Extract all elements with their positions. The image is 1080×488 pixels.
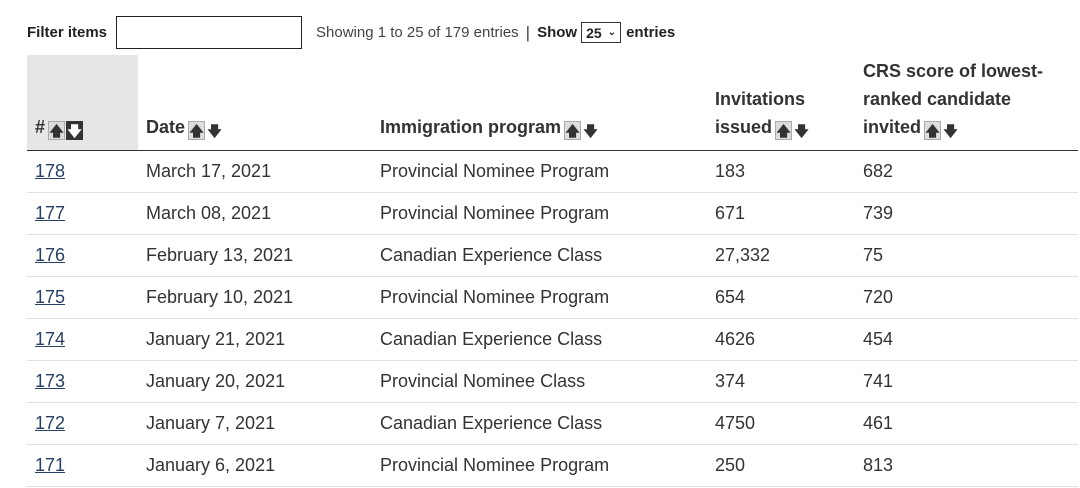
cell-number: 171 xyxy=(27,444,138,487)
sort-control[interactable]: 🡅 🡇 xyxy=(564,121,600,140)
cell-invitations: 374 xyxy=(707,360,855,403)
arrow-up-icon[interactable]: 🡅 xyxy=(924,121,942,140)
table-row: 172 January 7, 2021 Canadian Experience … xyxy=(27,402,1078,445)
cell-crs: 682 xyxy=(855,150,1078,193)
arrow-up-icon[interactable]: 🡅 xyxy=(188,121,206,140)
column-header-number[interactable]: # 🡅 🡇 xyxy=(27,55,138,151)
cell-program: Canadian Experience Class xyxy=(372,402,707,445)
round-link[interactable]: 172 xyxy=(35,412,66,433)
table-row: 175 February 10, 2021 Provincial Nominee… xyxy=(27,276,1078,319)
round-link[interactable]: 175 xyxy=(35,286,66,307)
cell-number: 173 xyxy=(27,360,138,403)
cell-date: January 7, 2021 xyxy=(138,402,372,445)
entries-label: entries xyxy=(626,24,676,41)
cell-date: January 20, 2021 xyxy=(138,360,372,403)
table-row: 171 January 6, 2021 Provincial Nominee P… xyxy=(27,444,1078,487)
cell-number: 174 xyxy=(27,318,138,361)
cell-program: Canadian Experience Class xyxy=(372,234,707,277)
filter-label: Filter items xyxy=(27,24,108,41)
column-header-label: CRS score of lowest- xyxy=(863,60,1044,81)
cell-number: 172 xyxy=(27,402,138,445)
cell-crs: 75 xyxy=(855,234,1078,277)
show-label: Show xyxy=(537,24,578,41)
page-size-select[interactable]: 25 ⌄ xyxy=(581,22,622,43)
cell-program: Provincial Nominee Program xyxy=(372,150,707,193)
arrow-down-icon[interactable]: 🡇 xyxy=(206,121,224,140)
round-link[interactable]: 173 xyxy=(35,370,66,391)
cell-invitations: 250 xyxy=(707,444,855,487)
table-row: 177 March 08, 2021 Provincial Nominee Pr… xyxy=(27,192,1078,235)
round-link[interactable]: 176 xyxy=(35,244,66,265)
cell-number: 175 xyxy=(27,276,138,319)
cell-crs: 720 xyxy=(855,276,1078,319)
chevron-down-icon: ⌄ xyxy=(607,27,617,38)
round-link[interactable]: 177 xyxy=(35,202,66,223)
cell-program: Provincial Nominee Program xyxy=(372,192,707,235)
cell-crs: 454 xyxy=(855,318,1078,361)
table-row: 176 February 13, 2021 Canadian Experienc… xyxy=(27,234,1078,277)
sort-control[interactable]: 🡅 🡇 xyxy=(924,121,960,140)
arrow-up-icon[interactable]: 🡅 xyxy=(775,121,793,140)
column-header-label: Date xyxy=(146,116,186,137)
column-header-date[interactable]: Date 🡅 🡇 xyxy=(138,55,372,151)
arrow-down-icon[interactable]: 🡇 xyxy=(942,121,960,140)
arrow-down-icon[interactable]: 🡇 xyxy=(582,121,600,140)
cell-date: February 10, 2021 xyxy=(138,276,372,319)
cell-program: Provincial Nominee Class xyxy=(372,360,707,403)
table-controls: Filter items Showing 1 to 25 of 179 entr… xyxy=(27,14,675,51)
page-size-value: 25 xyxy=(586,24,602,41)
arrow-down-icon[interactable]: 🡇 xyxy=(793,121,811,140)
column-header-label: invited xyxy=(863,116,922,137)
cell-crs: 741 xyxy=(855,360,1078,403)
filter-input[interactable] xyxy=(116,16,303,49)
separator: | xyxy=(525,22,531,42)
cell-date: March 17, 2021 xyxy=(138,150,372,193)
arrow-down-icon[interactable]: 🡇 xyxy=(66,121,84,140)
cell-crs: 813 xyxy=(855,444,1078,487)
arrow-up-icon[interactable]: 🡅 xyxy=(48,121,66,140)
cell-date: March 08, 2021 xyxy=(138,192,372,235)
round-link[interactable]: 171 xyxy=(35,454,66,475)
cell-program: Canadian Experience Class xyxy=(372,318,707,361)
cell-number: 178 xyxy=(27,150,138,193)
column-header-label: Invitations xyxy=(715,88,806,109)
table-row: 174 January 21, 2021 Canadian Experience… xyxy=(27,318,1078,361)
column-header-label: ranked candidate xyxy=(863,88,1012,109)
cell-invitations: 183 xyxy=(707,150,855,193)
column-header-label: Immigration program xyxy=(380,116,562,137)
cell-date: February 13, 2021 xyxy=(138,234,372,277)
sort-control[interactable]: 🡅 🡇 xyxy=(775,121,811,140)
cell-invitations: 27,332 xyxy=(707,234,855,277)
cell-program: Provincial Nominee Program xyxy=(372,444,707,487)
cell-invitations: 654 xyxy=(707,276,855,319)
sort-control[interactable]: 🡅 🡇 xyxy=(48,121,84,140)
cell-number: 176 xyxy=(27,234,138,277)
column-header-program[interactable]: Immigration program 🡅 🡇 xyxy=(372,55,707,151)
column-header-label: # xyxy=(35,116,46,137)
cell-invitations: 671 xyxy=(707,192,855,235)
column-header-crs[interactable]: CRS score of lowest- ranked candidate in… xyxy=(855,55,1078,151)
results-table: # 🡅 🡇 Date 🡅 🡇 Immigration program 🡅 🡇 Invitat… xyxy=(27,55,1078,487)
cell-date: January 6, 2021 xyxy=(138,444,372,487)
table-row: 173 January 20, 2021 Provincial Nominee … xyxy=(27,360,1078,403)
cell-invitations: 4626 xyxy=(707,318,855,361)
cell-program: Provincial Nominee Program xyxy=(372,276,707,319)
sort-control[interactable]: 🡅 🡇 xyxy=(188,121,224,140)
column-header-label: issued xyxy=(715,116,773,137)
round-link[interactable]: 174 xyxy=(35,328,66,349)
cell-date: January 21, 2021 xyxy=(138,318,372,361)
table-row: 178 March 17, 2021 Provincial Nominee Pr… xyxy=(27,150,1078,193)
round-link[interactable]: 178 xyxy=(35,160,66,181)
column-header-invitations[interactable]: Invitations issued 🡅 🡇 xyxy=(707,55,855,151)
table-header-row: # 🡅 🡇 Date 🡅 🡇 Immigration program 🡅 🡇 Invitat… xyxy=(27,55,1078,151)
cell-crs: 461 xyxy=(855,402,1078,445)
cell-invitations: 4750 xyxy=(707,402,855,445)
cell-crs: 739 xyxy=(855,192,1078,235)
arrow-up-icon[interactable]: 🡅 xyxy=(564,121,582,140)
entries-info: Showing 1 to 25 of 179 entries xyxy=(316,24,519,41)
cell-number: 177 xyxy=(27,192,138,235)
